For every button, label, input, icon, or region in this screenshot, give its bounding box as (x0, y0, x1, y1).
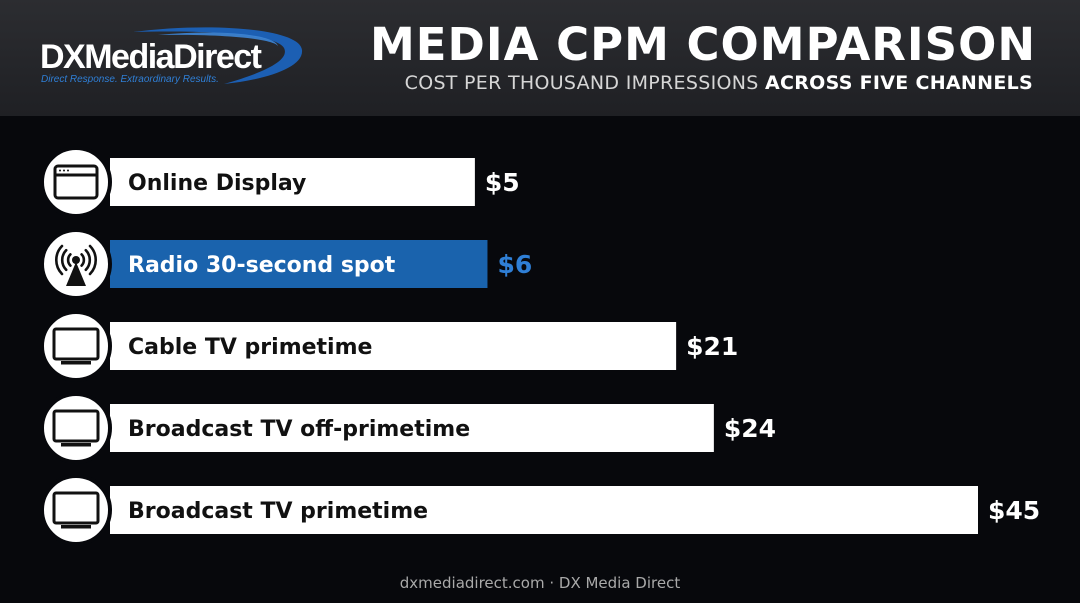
bar-row: Cable TV primetime $21 (40, 310, 738, 382)
icon-circle (40, 474, 112, 546)
bar-row: Broadcast TV off-primetime $24 (40, 392, 776, 464)
value-label: $21 (686, 332, 738, 361)
page-title: MEDIA CPM COMPARISON (369, 18, 1036, 71)
tv-icon (52, 327, 100, 365)
bar-row: Radio 30-second spot $6 (40, 228, 532, 300)
dx-media-direct-logo: DXMediaDirect Direct Response. Extraordi… (38, 26, 308, 90)
logo-tagline: Direct Response. Extraordinary Results. (41, 74, 219, 85)
bar (110, 240, 488, 288)
header-band: DXMediaDirect Direct Response. Extraordi… (0, 0, 1080, 116)
bar-row: Online Display $5 (40, 146, 520, 218)
category-label: Broadcast TV off-primetime (128, 417, 470, 442)
category-label: Cable TV primetime (128, 335, 372, 360)
browser-window-icon (53, 164, 99, 200)
icon-circle (40, 392, 112, 464)
page-subtitle: COST PER THOUSAND IMPRESSIONS ACROSS FIV… (405, 72, 1033, 94)
bar (110, 486, 978, 534)
footer-credit: dxmediadirect.com · DX Media Direct (399, 574, 681, 592)
logo-swoosh-icon (133, 27, 303, 84)
value-label: $24 (724, 414, 776, 443)
value-label: $6 (497, 250, 532, 279)
bar (110, 322, 677, 370)
icon-circle (40, 310, 112, 382)
bar-row: Broadcast TV primetime $45 (40, 474, 1040, 546)
category-label: Radio 30-second spot (128, 253, 396, 278)
bar (110, 404, 714, 452)
bar (110, 158, 475, 206)
icon-circle (40, 146, 112, 218)
subtitle-part-1: COST PER THOUSAND IMPRESSIONS (404, 72, 759, 94)
category-label: Online Display (128, 171, 306, 196)
logo-wordmark: DXMediaDirect (40, 38, 262, 76)
tv-icon (52, 409, 100, 447)
radio-tower-icon (55, 244, 97, 286)
value-label: $45 (988, 496, 1040, 525)
subtitle-part-2: ACROSS FIVE CHANNELS (764, 72, 1033, 94)
tv-icon (52, 491, 100, 529)
value-label: $5 (485, 168, 520, 197)
category-label: Broadcast TV primetime (128, 499, 428, 524)
